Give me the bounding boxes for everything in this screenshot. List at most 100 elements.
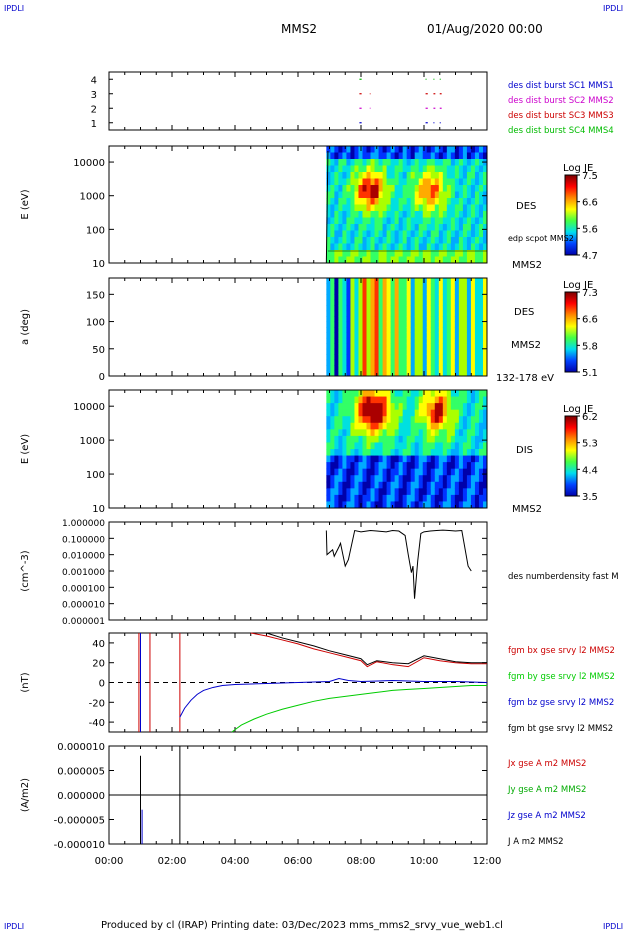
heatmap-cell bbox=[462, 256, 468, 264]
heatmap-cell bbox=[418, 332, 424, 339]
heatmap-cell bbox=[458, 250, 464, 257]
heatmap-cell bbox=[458, 343, 464, 350]
heatmap-cell bbox=[422, 365, 428, 372]
heatmap-cell bbox=[398, 230, 404, 238]
heatmap-cell bbox=[398, 449, 404, 457]
heatmap-cell bbox=[366, 299, 372, 306]
heatmap-cell bbox=[482, 422, 488, 430]
heatmap-cell bbox=[354, 321, 359, 328]
heatmap-cell bbox=[406, 416, 412, 424]
heatmap-cell bbox=[434, 475, 440, 483]
heatmap-cell bbox=[426, 217, 432, 225]
heatmap-cell bbox=[330, 403, 335, 411]
heatmap-cell bbox=[418, 370, 424, 377]
heatmap-cell bbox=[478, 250, 484, 257]
heatmap-cell bbox=[342, 178, 347, 186]
heatmap-cell bbox=[430, 343, 436, 350]
heatmap-cell bbox=[454, 172, 460, 179]
heatmap-cell bbox=[366, 359, 372, 366]
heatmap-cell bbox=[422, 481, 428, 489]
heatmap-cell bbox=[330, 396, 335, 404]
heatmap-cell bbox=[442, 343, 448, 350]
y-tick-label: 4 bbox=[91, 75, 97, 86]
heatmap-cell bbox=[334, 211, 339, 218]
heatmap-cell bbox=[478, 165, 484, 173]
heatmap-cell bbox=[362, 354, 368, 361]
heatmap-cell bbox=[466, 278, 472, 284]
heatmap-cell bbox=[378, 435, 384, 443]
heatmap-cell bbox=[394, 152, 400, 160]
heatmap-cell bbox=[474, 185, 480, 192]
heatmap-cell bbox=[330, 243, 335, 251]
heatmap-cell bbox=[398, 455, 404, 463]
heatmap-cell bbox=[394, 185, 400, 192]
heatmap-cell bbox=[370, 332, 376, 339]
heatmap-cell bbox=[338, 278, 343, 284]
heatmap-cell bbox=[466, 230, 472, 238]
heatmap-cell bbox=[438, 370, 444, 377]
heatmap-cell bbox=[402, 310, 408, 317]
heatmap-cell bbox=[366, 327, 372, 333]
heatmap-cell bbox=[450, 462, 456, 470]
heatmap-cell bbox=[470, 416, 476, 424]
heatmap-cell bbox=[466, 449, 472, 457]
heatmap-cell bbox=[398, 462, 404, 470]
heatmap-cell bbox=[442, 237, 448, 244]
heatmap-cell bbox=[350, 435, 355, 443]
heatmap-cell bbox=[338, 288, 343, 295]
heatmap-cell bbox=[438, 288, 444, 295]
heatmap-cell bbox=[430, 409, 436, 417]
heatmap-cell bbox=[466, 475, 472, 483]
heatmap-cell bbox=[398, 370, 404, 377]
heatmap-cell bbox=[422, 468, 428, 476]
heatmap-cell bbox=[386, 481, 392, 489]
heatmap-cell bbox=[438, 204, 444, 212]
heatmap-cell bbox=[414, 165, 420, 173]
heatmap-cell bbox=[402, 211, 408, 218]
heatmap-cell bbox=[354, 243, 359, 251]
heatmap-cell bbox=[450, 305, 456, 312]
heatmap-cell bbox=[422, 299, 428, 306]
heatmap-cell bbox=[398, 409, 404, 417]
heatmap-cell bbox=[466, 494, 472, 502]
heatmap-cell bbox=[410, 299, 416, 306]
heatmap-cell bbox=[370, 299, 376, 306]
heatmap-cell bbox=[446, 310, 452, 317]
heatmap-cell bbox=[402, 198, 408, 205]
heatmap-cell bbox=[342, 278, 347, 284]
heatmap-cell bbox=[458, 198, 464, 205]
heatmap-cell bbox=[482, 332, 488, 339]
heatmap-cell bbox=[334, 396, 339, 404]
heatmap-cell bbox=[466, 337, 472, 344]
heatmap-cell bbox=[426, 390, 432, 398]
heatmap-cell bbox=[450, 501, 456, 509]
heatmap-cell bbox=[394, 475, 400, 483]
heatmap-cell bbox=[350, 337, 355, 344]
heatmap-cell bbox=[386, 250, 392, 257]
heatmap-cell bbox=[422, 359, 428, 366]
heatmap-cell bbox=[450, 299, 456, 306]
heatmap-cell bbox=[418, 442, 424, 450]
current-ylabel: (A/m2) bbox=[20, 778, 31, 812]
heatmap-cell bbox=[350, 250, 355, 257]
heatmap-cell bbox=[390, 416, 396, 424]
heatmap-cell bbox=[442, 288, 448, 295]
heatmap-cell bbox=[442, 198, 448, 205]
heatmap-cell bbox=[354, 396, 359, 404]
heatmap-cell bbox=[450, 172, 456, 179]
burst-panel-frame bbox=[108, 71, 488, 131]
heatmap-cell bbox=[378, 159, 384, 166]
heatmap-cell bbox=[478, 354, 484, 361]
heatmap-cell bbox=[366, 442, 372, 450]
heatmap-cell bbox=[434, 185, 440, 192]
heatmap-cell bbox=[462, 172, 468, 179]
heatmap-cell bbox=[430, 429, 436, 437]
heatmap-cell bbox=[474, 390, 480, 398]
heatmap-cell bbox=[374, 449, 380, 457]
heatmap-cell bbox=[450, 283, 456, 290]
heatmap-cell bbox=[446, 409, 452, 417]
heatmap-cell bbox=[358, 217, 363, 225]
heatmap-cell bbox=[334, 250, 339, 257]
heatmap-cell bbox=[430, 462, 436, 470]
heatmap-cell bbox=[466, 299, 472, 306]
